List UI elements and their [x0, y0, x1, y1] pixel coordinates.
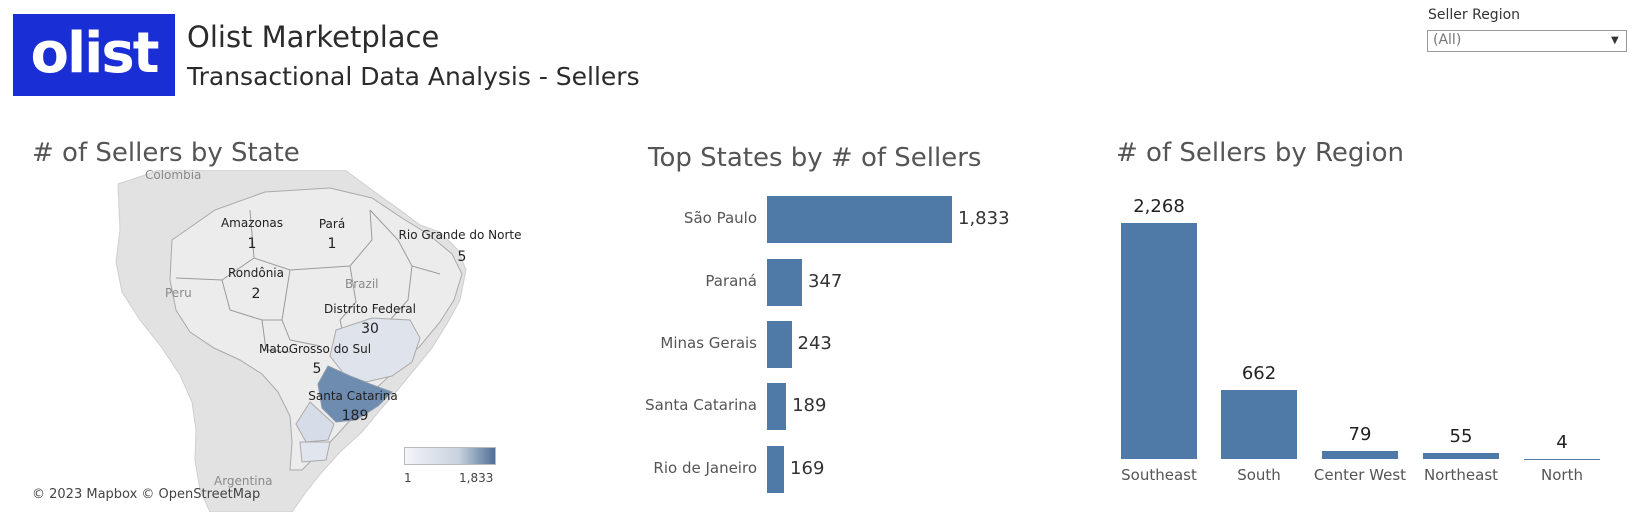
- state-value-amazonas: 1: [248, 236, 257, 252]
- state-borders: [175, 209, 441, 353]
- page-subtitle: Transactional Data Analysis - Sellers: [187, 62, 640, 91]
- map-label-argentina: Argentina: [214, 474, 273, 488]
- bar-value-sao-paulo: 1,833: [958, 208, 1010, 229]
- state-label-rio-grande-do-norte: Rio Grande do Norte: [399, 228, 522, 242]
- bar-minas-gerais[interactable]: [767, 321, 792, 368]
- chevron-down-icon[interactable]: ▼: [1611, 35, 1619, 46]
- state-value-para: 1: [328, 236, 337, 252]
- column-value-southeast: 2,268: [1133, 196, 1185, 217]
- map-label-peru: Peru: [165, 286, 192, 300]
- column-label-southeast: Southeast: [1121, 466, 1197, 484]
- state-label-santa-catarina: Santa Catarina: [308, 389, 397, 403]
- state-label-mato-grosso-do-sul: MatoGrosso do Sul: [259, 342, 371, 356]
- bar-label-minas-gerais: Minas Gerais: [660, 334, 757, 352]
- column-label-south: South: [1237, 466, 1281, 484]
- column-value-north: 4: [1556, 431, 1568, 453]
- map-title: # of Sellers by State: [32, 138, 300, 168]
- bar-rio-de-janeiro[interactable]: [767, 446, 785, 493]
- map-attribution[interactable]: © 2023 Mapbox © OpenStreetMap: [32, 487, 261, 502]
- state-value-rondonia: 2: [252, 286, 261, 302]
- bar-label-sao-paulo: São Paulo: [683, 209, 757, 227]
- column-south[interactable]: [1221, 390, 1297, 459]
- state-label-distrito-federal: Distrito Federal: [324, 302, 416, 316]
- column-value-south: 662: [1241, 363, 1277, 385]
- page-title: Olist Marketplace: [187, 20, 440, 54]
- olist-logo: [13, 14, 175, 96]
- bar-label-santa-catarina: Santa Catarina: [645, 396, 757, 414]
- state-sao-paulo: [317, 365, 393, 423]
- region-chart-title: # of Sellers by Region: [1116, 138, 1404, 168]
- column-label-center-west: Center West: [1313, 466, 1407, 484]
- state-santa-catarina: [299, 441, 331, 463]
- state-value-distrito-federal: 30: [361, 321, 379, 337]
- bar-sao-paulo[interactable]: [767, 196, 952, 243]
- state-label-para: Pará: [319, 217, 345, 231]
- column-value-center-west: 79: [1348, 423, 1372, 445]
- column-northeast[interactable]: [1423, 453, 1499, 459]
- column-value-northeast: 55: [1449, 426, 1473, 448]
- state-label-amazonas: Amazonas: [221, 216, 283, 230]
- column-southeast[interactable]: [1121, 223, 1197, 459]
- state-value-mato-grosso-do-sul: 5: [313, 361, 322, 377]
- seller-region-selected-value[interactable]: (All): [1433, 32, 1462, 48]
- bar-value-rio-de-janeiro: 169: [790, 458, 825, 479]
- legend-max-label: 1,833: [459, 471, 494, 485]
- state-minas-gerais: [329, 317, 421, 383]
- map-label-colombia: Colombia: [145, 170, 201, 182]
- seller-region-filter-label: Seller Region: [1428, 7, 1521, 23]
- bar-label-parana: Paraná: [705, 272, 757, 290]
- bar-label-rio-de-janeiro: Rio de Janeiro: [653, 459, 757, 477]
- legend-min-label: 1: [404, 471, 412, 485]
- state-value-santa-catarina: 189: [342, 408, 369, 424]
- state-label-rondonia: Rondônia: [228, 266, 284, 280]
- bar-value-minas-gerais: 243: [797, 333, 832, 354]
- column-center-west[interactable]: [1322, 450, 1398, 459]
- column-label-northeast: Northeast: [1423, 466, 1499, 484]
- state-parana: [295, 401, 335, 443]
- logo-text: olist: [30, 21, 160, 86]
- bar-parana[interactable]: [767, 259, 803, 306]
- map-label-brazil: Brazil: [345, 277, 379, 291]
- bar-value-parana: 347: [808, 271, 843, 292]
- bar-value-santa-catarina: 189: [792, 395, 827, 416]
- top-states-chart-title: Top States by # of Sellers: [648, 143, 982, 173]
- seller-region-dropdown[interactable]: [1427, 30, 1627, 52]
- column-label-north: North: [1541, 466, 1583, 484]
- state-value-rio-grande-do-norte: 5: [458, 249, 467, 265]
- bar-santa-catarina[interactable]: [767, 383, 787, 430]
- sellers-by-state-map[interactable]: Colombia Peru Brazil Argentina Amazonas …: [0, 170, 560, 512]
- color-legend-gradient: [404, 447, 496, 465]
